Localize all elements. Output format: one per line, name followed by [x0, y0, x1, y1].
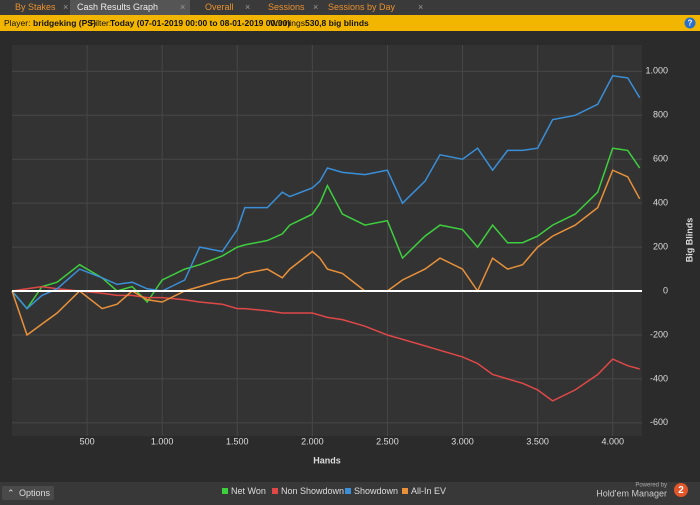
- player: bridgeking (PS): [33, 18, 96, 28]
- help-text[interactable]: ?: [688, 19, 693, 28]
- series-line: [11, 147, 641, 310]
- tab-close[interactable]: ×: [418, 2, 423, 12]
- series-line: [11, 285, 640, 402]
- tab-close[interactable]: ×: [313, 2, 318, 12]
- x-tick-label: 500: [80, 436, 95, 446]
- info: Player: bridgeking (PS) Filter: Today (0…: [4, 18, 369, 28]
- legend-swatch[interactable]: [272, 488, 278, 494]
- tab-label[interactable]: Overall: [205, 2, 234, 12]
- y-tick-label: 0: [663, 285, 668, 295]
- tab-label[interactable]: Cash Results Graph: [77, 2, 158, 12]
- options-button[interactable]: [2, 486, 54, 500]
- y-tick-label: -200: [650, 329, 668, 339]
- tab-close[interactable]: ×: [245, 2, 250, 12]
- powered-by: Powered by: [635, 483, 667, 489]
- plot-area: [12, 45, 642, 436]
- legend-label[interactable]: All-In EV: [411, 486, 446, 496]
- tab-close[interactable]: ×: [180, 2, 185, 12]
- x-tick-label: 1.000: [151, 436, 174, 446]
- player-label: Player:: [4, 18, 30, 28]
- brand-logo: [674, 483, 688, 497]
- legend-label[interactable]: Non Showdown: [281, 486, 344, 496]
- brand-name: Hold'em Manager: [596, 488, 667, 498]
- series-line: [11, 169, 641, 337]
- filter: Today (07-01-2019 00:00 to 08-01-2019 00…: [110, 18, 290, 28]
- info-bar: [0, 15, 700, 31]
- y-tick-label: 400: [653, 198, 668, 208]
- filter-label: Filter:: [90, 18, 111, 28]
- series-line: [11, 74, 641, 310]
- x-axis-title: Hands: [313, 455, 341, 465]
- tab-label[interactable]: Sessions by Day: [328, 2, 396, 12]
- tab-close[interactable]: ×: [63, 2, 68, 12]
- x-tick-label: 4.000: [601, 436, 624, 446]
- help-icon[interactable]: [684, 17, 696, 29]
- tab-label[interactable]: Sessions: [268, 2, 305, 12]
- x-tick-label: 2.000: [301, 436, 324, 446]
- active-tab[interactable]: [70, 0, 190, 15]
- y-tick-label: 1.000: [645, 66, 668, 76]
- legend-swatch[interactable]: [345, 488, 351, 494]
- x-tick-label: 3.000: [451, 436, 474, 446]
- x-tick-label: 3.500: [526, 436, 549, 446]
- y-tick-label: 800: [653, 110, 668, 120]
- options-arrow[interactable]: ⌃: [7, 488, 15, 498]
- x-tick-label: 2.500: [376, 436, 399, 446]
- options-label[interactable]: Options: [19, 488, 51, 498]
- tab-label[interactable]: By Stakes: [15, 2, 56, 12]
- winnings-label: Winnings:: [270, 18, 307, 28]
- legend-label[interactable]: Showdown: [354, 486, 398, 496]
- winnings: 530,8 big blinds: [305, 18, 369, 28]
- y-tick-label: -400: [650, 373, 668, 383]
- y-axis-title: Big Blinds: [684, 218, 694, 263]
- legend-label[interactable]: Net Won: [231, 486, 266, 496]
- x-tick-label: 1.500: [226, 436, 249, 446]
- y-tick-label: 600: [653, 154, 668, 164]
- legend-swatch[interactable]: [402, 488, 408, 494]
- legend-swatch[interactable]: [222, 488, 228, 494]
- y-tick-label: -600: [650, 417, 668, 427]
- y-tick-label: 200: [653, 241, 668, 251]
- brand-version: 2: [678, 485, 684, 496]
- axes: [11, 45, 642, 436]
